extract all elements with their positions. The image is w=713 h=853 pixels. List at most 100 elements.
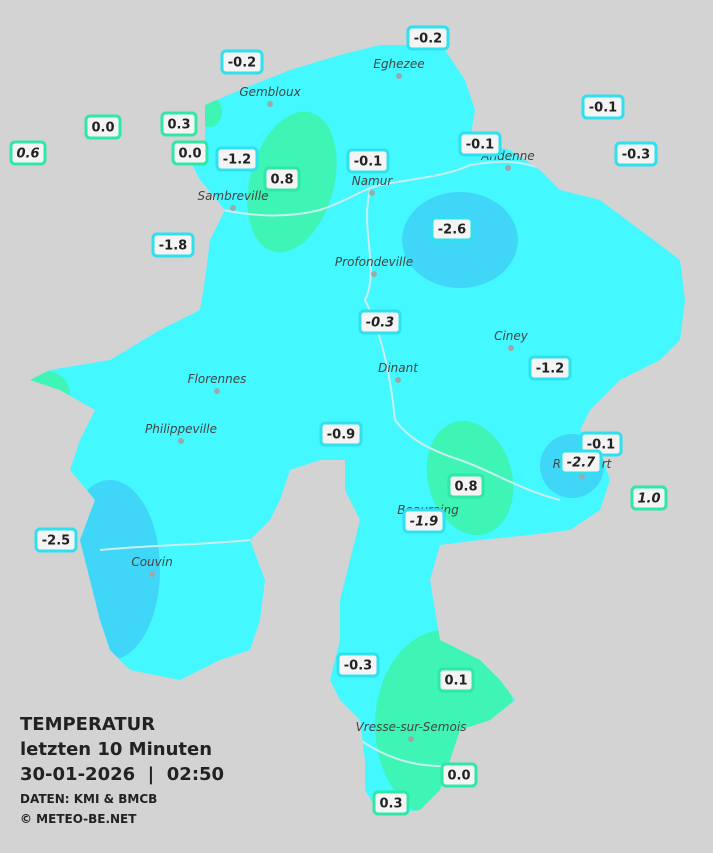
city-dot [149, 571, 155, 577]
station-badge: 0.0 [171, 140, 209, 166]
station-value: -0.1 [354, 155, 382, 170]
badge-box [458, 131, 502, 157]
badge-box [346, 148, 390, 174]
badge-box [319, 421, 363, 447]
station-badge: -0.1 [458, 131, 502, 157]
station-value: 0.0 [447, 769, 470, 784]
badge-box [528, 355, 572, 381]
station-value: -1.2 [223, 153, 251, 168]
city-dot [214, 388, 220, 394]
city-label: Philippeville [145, 422, 217, 436]
badge-box [215, 146, 259, 172]
station-value: -1.2 [536, 362, 564, 377]
station-badge: -0.3 [614, 141, 658, 167]
station-badge: -2.5 [34, 527, 78, 553]
badge-box [559, 449, 603, 475]
city-dot [505, 165, 511, 171]
station-badge: 0.1 [437, 667, 475, 693]
title-line: letzten 10 Minuten [20, 739, 212, 760]
badge-box [402, 508, 446, 534]
city-label: Namur [352, 174, 394, 188]
station-value: -0.2 [228, 56, 256, 71]
credit: DATEN: KMI & BMCB [20, 792, 157, 806]
city-dot [508, 345, 514, 351]
station-value: -0.1 [466, 138, 494, 153]
station-badge: -2.7 [559, 449, 603, 475]
badge-box [34, 527, 78, 553]
city-label: Vresse-sur-Semois [356, 720, 467, 734]
station-badge: 0.0 [440, 762, 478, 788]
badge-box [447, 473, 485, 499]
city-dot [408, 736, 414, 742]
city-label: Florennes [188, 372, 247, 386]
badge-box [581, 94, 625, 120]
badge-box [630, 485, 668, 511]
station-value: 1.0 [637, 492, 660, 507]
badge-box [406, 25, 450, 51]
badge-box [151, 232, 195, 258]
station-badge: 0.3 [372, 790, 410, 816]
station-badge: -0.2 [406, 25, 450, 51]
station-badge: 0.3 [160, 111, 198, 137]
badge-box [358, 309, 402, 335]
badge-box [9, 140, 47, 166]
station-value: 0.0 [91, 121, 114, 136]
city-dot [230, 205, 236, 211]
city-label: Ciney [494, 329, 529, 343]
station-value: -0.1 [589, 101, 617, 116]
station-badge: 0.8 [447, 473, 485, 499]
station-badge: 0.8 [263, 166, 301, 192]
labels: EghezeeGemblouxAndenneNamurSambrevillePr… [9, 25, 668, 826]
station-badge: -1.2 [528, 355, 572, 381]
station-badge: -0.3 [358, 309, 402, 335]
title-line: TEMPERATUR [20, 714, 155, 735]
station-badge: -0.3 [336, 652, 380, 678]
badge-box [263, 166, 301, 192]
station-badge: 0.6 [9, 140, 47, 166]
badge-box [160, 111, 198, 137]
station-value: -0.3 [366, 316, 394, 331]
station-value: 0.0 [178, 147, 201, 162]
station-value: 0.1 [444, 674, 467, 689]
station-badge: 0.0 [84, 114, 122, 140]
station-badge: -0.2 [220, 49, 264, 75]
credit: © METEO-BE.NET [20, 812, 137, 826]
station-value: -0.1 [587, 438, 615, 453]
city-label: Sambreville [197, 189, 268, 203]
station-badge: 1.0 [630, 485, 668, 511]
station-value: -2.6 [438, 223, 466, 238]
city-label: Eghezee [373, 57, 424, 71]
station-badge: -0.9 [319, 421, 363, 447]
badge-box [430, 216, 474, 242]
station-value: 0.3 [167, 118, 190, 133]
station-value: -2.5 [42, 534, 70, 549]
station-badge: -1.9 [402, 508, 446, 534]
station-value: -0.3 [344, 659, 372, 674]
city-dot [178, 438, 184, 444]
station-badge: -0.1 [581, 94, 625, 120]
badge-box [171, 140, 209, 166]
station-value: -2.7 [567, 456, 596, 471]
city-dot [395, 377, 401, 383]
station-value: -0.3 [622, 148, 650, 163]
station-value: -0.2 [414, 32, 442, 47]
badge-box [336, 652, 380, 678]
badge-box [84, 114, 122, 140]
station-value: 0.8 [454, 480, 477, 495]
station-value: -0.9 [327, 428, 355, 443]
city-label: Dinant [378, 361, 419, 375]
city-dot [396, 73, 402, 79]
badge-box [614, 141, 658, 167]
badge-box [220, 49, 264, 75]
station-badge: -1.8 [151, 232, 195, 258]
station-value: -1.8 [159, 239, 187, 254]
city-dot [369, 190, 375, 196]
badge-box [372, 790, 410, 816]
station-badge: -0.1 [346, 148, 390, 174]
badge-box [440, 762, 478, 788]
station-value: 0.3 [379, 797, 402, 812]
title-line: 30-01-2026 | 02:50 [20, 764, 224, 785]
city-label: Gembloux [239, 85, 301, 99]
badge-box [437, 667, 475, 693]
